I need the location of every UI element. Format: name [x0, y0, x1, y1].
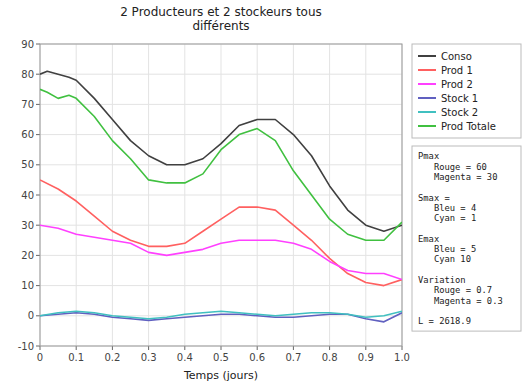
legend-swatch: [418, 111, 436, 113]
annotation: Pmax Rouge = 60 Magenta = 30 Smax = Bleu …: [412, 146, 521, 331]
grid: [40, 44, 402, 346]
grid-line-y: [40, 285, 402, 286]
tick-label-y: 50: [21, 159, 34, 170]
annotation-line: Rouge = 60: [418, 162, 487, 172]
series-line: [40, 89, 402, 240]
legend-label: Stock 1: [441, 93, 478, 104]
tick-y: [36, 44, 40, 45]
grid-line-y: [40, 74, 402, 75]
title-line: 2 Producteurs et 2 stockeurs tous: [120, 5, 322, 19]
tick-label-y: 70: [21, 99, 34, 110]
tick-label-x: 0.2: [104, 352, 120, 363]
title: 2 Producteurs et 2 stockeurs tousdiffére…: [120, 5, 322, 33]
tick-y: [36, 285, 40, 286]
annotation-line: Cyan = 1: [418, 213, 476, 223]
legend-label: Prod 1: [441, 65, 473, 76]
legend-swatch: [418, 55, 436, 57]
tick-label-y: 20: [21, 250, 34, 261]
legend: Conso Prod 1 Prod 2 Stock 1 Stock 2 Prod Tota…: [412, 44, 521, 138]
tick-y: [36, 225, 40, 226]
tick-y: [36, 134, 40, 135]
tick-x: [293, 346, 294, 350]
tick-y: [36, 195, 40, 196]
tick-label-y: 10: [21, 280, 34, 291]
tick-label-y: -10: [18, 341, 34, 352]
annotation-line: Bleu = 5: [418, 244, 476, 254]
lines: [40, 71, 402, 322]
annotation-line: Rouge = 0.7: [418, 285, 492, 295]
tick-label-x: 0.4: [177, 352, 193, 363]
tick-label-x: 0: [37, 352, 43, 363]
tick-y: [36, 74, 40, 75]
tick-y: [36, 104, 40, 105]
legend-box: [412, 44, 521, 138]
tick-x: [329, 346, 330, 350]
tick-x: [221, 346, 222, 350]
tick-x: [40, 346, 41, 350]
legend-label: Prod 2: [441, 79, 473, 90]
tick-label-y: 30: [21, 220, 34, 231]
title-line: différents: [192, 19, 249, 33]
tick-label-x: 0.8: [322, 352, 338, 363]
tick-label-y: 80: [21, 69, 34, 80]
tick-x: [76, 346, 77, 350]
annotation-line: Pmax: [418, 151, 439, 161]
tick-label-y: 40: [21, 190, 34, 201]
tick-x: [402, 346, 403, 350]
annotation-line: Smax =: [418, 193, 450, 203]
annotation-line: Magenta = 30: [418, 172, 497, 182]
annotation-line: Cyan 10: [418, 254, 471, 264]
annotation-text: Pmax Rouge = 60 Magenta = 30 Smax = Bleu …: [418, 151, 503, 326]
tick-x: [365, 346, 366, 350]
tick-x: [112, 346, 113, 350]
chart: 2 Producteurs et 2 stockeurs tousdiffére…: [0, 0, 527, 388]
tick-label-x: 0.6: [249, 352, 265, 363]
plot-frame: [40, 44, 402, 346]
series-line: [40, 180, 402, 286]
grid-line-y: [40, 195, 402, 196]
annotation-line: L = 2618.9: [418, 316, 471, 326]
legend-label: Prod Totale: [441, 121, 496, 132]
grid-line-y: [40, 104, 402, 105]
tick-label-y: 60: [21, 129, 34, 140]
tick-y: [36, 255, 40, 256]
grid-line-y: [40, 164, 402, 165]
tick-label-x: 0.7: [285, 352, 301, 363]
legend-swatch: [418, 97, 436, 99]
tick-x: [257, 346, 258, 350]
legend-label: Stock 2: [441, 107, 478, 118]
series-line: [40, 311, 402, 319]
legend-swatch: [418, 69, 436, 71]
series-line: [40, 71, 402, 231]
legend-swatch: [418, 83, 436, 85]
tick-label-x: 0.9: [358, 352, 374, 363]
axes: 00.10.20.30.40.50.60.70.80.91.0-10010203…: [18, 39, 410, 364]
grid-line-y: [40, 134, 402, 135]
tick-y: [36, 164, 40, 165]
annotation-line: Bleu = 4: [418, 203, 476, 213]
tick-label-x: 0.3: [141, 352, 157, 363]
grid-line-y: [40, 315, 402, 316]
tick-label-x: 0.5: [213, 352, 229, 363]
tick-y: [36, 346, 40, 347]
tick-x: [184, 346, 185, 350]
tick-label-y: 0: [28, 310, 34, 321]
annotation-line: Variation: [418, 275, 466, 285]
tick-label-x: 1.0: [394, 352, 410, 363]
tick-y: [36, 315, 40, 316]
tick-label-y: 90: [21, 39, 34, 50]
grid-line-y: [40, 255, 402, 256]
legend-label: Conso: [441, 51, 472, 62]
tick-label-x: 0.1: [68, 352, 84, 363]
grid-line-y: [40, 225, 402, 226]
annotation-line: Emax: [418, 234, 439, 244]
legend-swatch: [418, 125, 436, 127]
annotation-box: [412, 146, 521, 331]
tick-x: [148, 346, 149, 350]
x-label: Temps (jours): [183, 369, 258, 382]
annotation-line: Magenta = 0.3: [418, 296, 503, 306]
